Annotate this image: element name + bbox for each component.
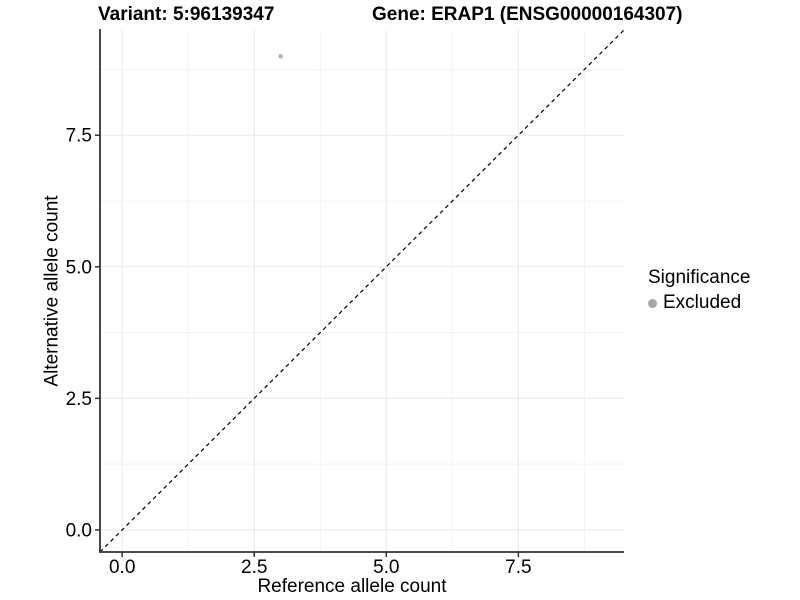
y-tick-label: 7.5 xyxy=(66,126,92,147)
plot-title-gene: Gene: ERAP1 (ENSG00000164307) xyxy=(372,4,683,25)
data-point xyxy=(278,54,283,59)
legend: Significance Excluded xyxy=(646,267,750,315)
legend-point-icon xyxy=(648,298,657,308)
x-tick-label: 2.5 xyxy=(241,557,267,578)
x-tick-label: 7.5 xyxy=(505,557,531,578)
y-tick-label: 0.0 xyxy=(66,520,92,541)
identity-line xyxy=(99,29,625,553)
x-axis-title: Reference allele count xyxy=(257,576,447,597)
legend-entry-label: Excluded xyxy=(663,291,742,313)
plot-title-variant: Variant: 5:96139347 xyxy=(98,4,275,25)
x-tick-label: 5.0 xyxy=(373,557,399,578)
legend-title: Significance xyxy=(648,267,751,288)
y-tick-label: 5.0 xyxy=(66,257,92,278)
legend-entry: Excluded xyxy=(648,292,750,315)
y-tick-label: 2.5 xyxy=(66,389,92,410)
y-axis-title: Alternative allele count xyxy=(41,195,63,387)
x-tick-label: 0.0 xyxy=(109,557,135,578)
